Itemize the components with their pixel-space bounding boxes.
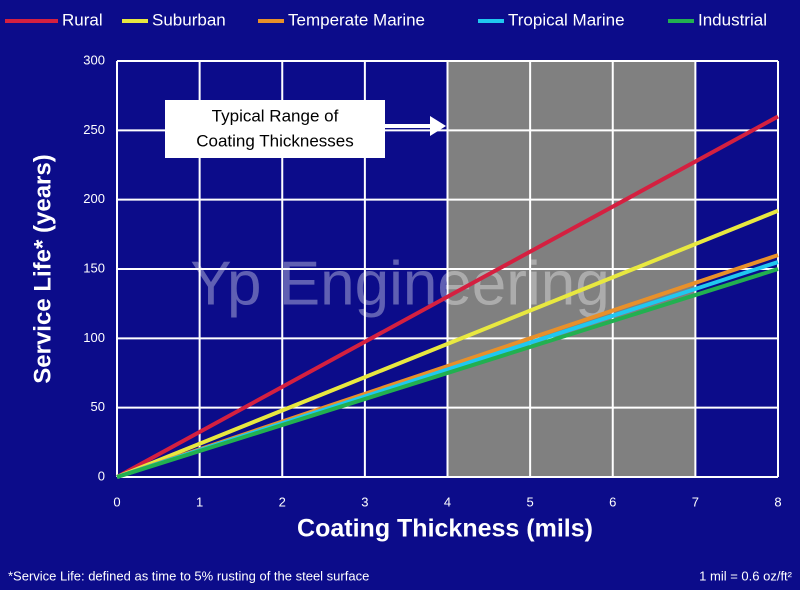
x-tick-label: 1 [196,494,203,509]
y-tick-label: 250 [83,122,105,137]
legend-label: Temperate Marine [288,10,425,29]
x-tick-label: 4 [444,494,451,509]
y-tick-label: 300 [83,52,105,67]
y-tick-label: 50 [91,399,105,414]
y-tick-label: 150 [83,260,105,275]
annotation-text: Coating Thicknesses [196,131,354,150]
x-tick-label: 3 [361,494,368,509]
watermark: Yp Engineering [190,249,609,318]
annotation-text: Typical Range of [212,106,339,125]
series-line [116,208,779,479]
y-tick-label: 100 [83,330,105,345]
annotation-box [165,100,385,158]
x-tick-label: 8 [774,494,781,509]
y-tick-label: 0 [98,468,105,483]
annotation-arrowhead [430,116,446,136]
y-tick-label: 200 [83,191,105,206]
x-tick-label: 0 [113,494,120,509]
y-axis-label: Service Life* (years) [29,154,56,383]
x-tick-label: 2 [279,494,286,509]
x-axis-label: Coating Thickness (mils) [297,515,593,543]
annotation: Typical Range of Coating Thicknesses [165,100,446,158]
series-line [116,267,779,479]
x-tick-label: 6 [609,494,616,509]
legend-label: Rural [62,10,103,29]
series-line [116,114,779,479]
unit-note: 1 mil = 0.6 oz/ft² [699,568,793,583]
legend-label: Industrial [698,10,767,29]
footnote: *Service Life: defined as time to 5% rus… [8,568,369,583]
x-tick-label: 7 [692,494,699,509]
x-tick-label: 5 [527,494,534,509]
legend-label: Suburban [152,10,226,29]
legend-label: Tropical Marine [508,10,625,29]
